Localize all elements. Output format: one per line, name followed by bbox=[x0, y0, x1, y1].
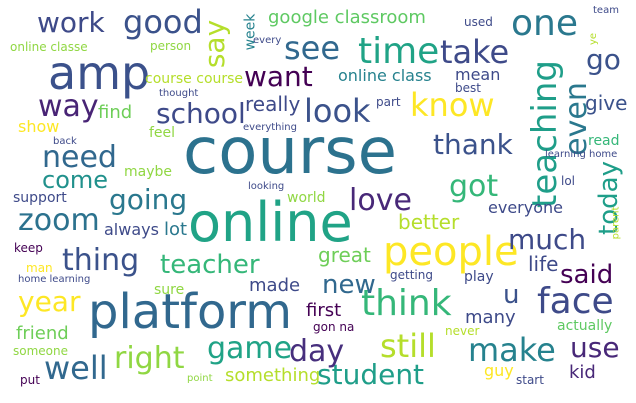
word-thought: thought bbox=[159, 88, 199, 99]
word-online: online bbox=[188, 191, 353, 254]
word-course: course bbox=[183, 115, 397, 189]
word-support: support bbox=[13, 190, 67, 206]
word-point: point bbox=[187, 373, 213, 384]
word-ye: ye bbox=[588, 32, 600, 46]
word-good: good bbox=[123, 3, 203, 41]
word-really: really bbox=[245, 92, 301, 116]
word-online-classe: online classe bbox=[10, 40, 88, 54]
word-online-class: online class bbox=[338, 66, 432, 85]
word-back: back bbox=[53, 136, 77, 147]
word-game: game bbox=[207, 331, 293, 366]
word-say: say bbox=[198, 19, 232, 69]
word-parent: parent bbox=[610, 206, 622, 240]
word-something: something bbox=[225, 365, 321, 386]
word-look: look bbox=[304, 92, 371, 130]
word-part: part bbox=[376, 95, 401, 109]
word-show: show bbox=[18, 117, 60, 136]
word-thank: thank bbox=[433, 128, 513, 161]
word-maybe: maybe bbox=[124, 164, 173, 180]
word-everything: everything bbox=[243, 122, 297, 133]
word-teaching: teaching bbox=[524, 60, 565, 208]
word-person: person bbox=[150, 39, 192, 53]
word-know: know bbox=[410, 86, 495, 124]
word-need: need bbox=[42, 140, 117, 175]
word-love: love bbox=[349, 183, 412, 218]
word-keep: keep bbox=[14, 241, 43, 255]
word-sure: sure bbox=[154, 282, 185, 298]
word-used: used bbox=[464, 15, 493, 29]
word-man: man bbox=[26, 261, 53, 275]
word-friend: friend bbox=[16, 323, 69, 344]
word-first: first bbox=[306, 300, 342, 321]
word-much: much bbox=[508, 223, 587, 256]
word-right: right bbox=[114, 341, 185, 376]
word-great: great bbox=[318, 243, 371, 267]
word-course-course: course course bbox=[145, 71, 244, 87]
word-world: world bbox=[287, 190, 326, 206]
word-actually: actually bbox=[557, 318, 613, 334]
word-lot: lot bbox=[164, 219, 188, 240]
word-make: make bbox=[468, 331, 556, 369]
word-one: one bbox=[511, 3, 578, 44]
word-home-learning: home learning bbox=[18, 274, 91, 285]
word-start: start bbox=[516, 373, 544, 387]
word-work: work bbox=[37, 6, 105, 39]
word-play: play bbox=[464, 269, 494, 285]
word-well: well bbox=[44, 349, 108, 387]
word-student: student bbox=[317, 358, 425, 391]
word-people: people bbox=[383, 229, 519, 275]
word-looking: looking bbox=[248, 181, 285, 192]
word-go: go bbox=[586, 43, 621, 76]
word-gon-na: gon na bbox=[313, 320, 355, 334]
word-still: still bbox=[380, 327, 436, 365]
word-take: take bbox=[440, 33, 510, 71]
word-better: better bbox=[398, 210, 460, 234]
word-school: school bbox=[156, 97, 246, 130]
word-got: got bbox=[449, 169, 499, 204]
word-see: see bbox=[284, 29, 341, 67]
word-new: new bbox=[322, 270, 376, 300]
word-want: want bbox=[244, 60, 313, 93]
word-come: come bbox=[42, 166, 109, 194]
word-zoom: zoom bbox=[18, 203, 100, 238]
word-lol: lol bbox=[561, 174, 576, 188]
word-getting: getting bbox=[390, 268, 433, 282]
word-year: year bbox=[18, 285, 81, 318]
word-team: team bbox=[593, 5, 619, 16]
word-life: life bbox=[528, 252, 559, 276]
word-never: never bbox=[445, 324, 480, 338]
word-said: said bbox=[560, 260, 614, 290]
word-thing: thing bbox=[62, 243, 140, 278]
word-feel: feel bbox=[149, 125, 176, 141]
word-mean: mean bbox=[455, 65, 501, 84]
word-google-classroom: google classroom bbox=[268, 7, 426, 28]
word-use: use bbox=[570, 331, 620, 364]
word-find: find bbox=[98, 102, 133, 123]
word-put: put bbox=[20, 373, 40, 387]
word-many: many bbox=[465, 307, 516, 328]
word-way: way bbox=[38, 89, 99, 124]
word-best: best bbox=[455, 81, 481, 95]
word-platform: platform bbox=[88, 284, 292, 340]
word-always: always bbox=[104, 220, 159, 239]
word-day: day bbox=[289, 334, 345, 369]
word-going: going bbox=[109, 183, 188, 216]
word-made: made bbox=[249, 275, 301, 296]
word-u: u bbox=[503, 280, 520, 310]
word-read: read bbox=[588, 133, 620, 149]
word-every: every bbox=[253, 35, 282, 46]
word-everyone: everyone bbox=[488, 198, 563, 217]
word-amp: amp bbox=[48, 46, 151, 100]
word-guy: guy bbox=[484, 361, 514, 380]
word-learning-home: learning home bbox=[545, 149, 618, 160]
word-give: give bbox=[585, 91, 628, 115]
word-teacher: teacher bbox=[160, 250, 260, 280]
word-someone: someone bbox=[13, 344, 68, 358]
word-time: time bbox=[358, 31, 440, 72]
word-face: face bbox=[537, 281, 614, 322]
word-kid: kid bbox=[569, 362, 596, 383]
word-think: think bbox=[361, 283, 452, 324]
